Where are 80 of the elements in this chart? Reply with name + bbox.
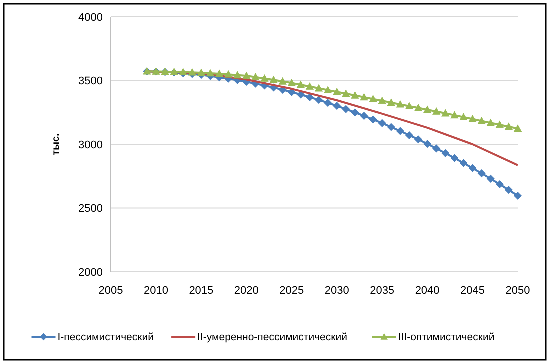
x-tick-label: 2040 <box>415 285 440 297</box>
point <box>378 119 386 128</box>
point <box>450 154 459 162</box>
point <box>333 102 342 110</box>
point <box>360 94 368 101</box>
point <box>297 81 305 88</box>
x-tick-label: 2030 <box>324 285 350 297</box>
point <box>306 94 314 102</box>
point <box>496 180 504 188</box>
y-tick-label: 2000 <box>78 266 103 279</box>
legend-label: I-пессимистический <box>58 332 154 344</box>
point <box>460 113 468 121</box>
legend-label: III-оптимистический <box>398 332 495 344</box>
point <box>442 150 450 158</box>
point <box>514 192 522 200</box>
point <box>396 100 404 108</box>
point <box>414 104 422 112</box>
point <box>406 132 414 140</box>
point <box>306 82 314 90</box>
point <box>505 123 513 130</box>
x-tick-label: 2005 <box>98 285 124 297</box>
point <box>414 136 422 144</box>
point <box>486 119 495 126</box>
point <box>450 112 459 119</box>
point <box>206 70 214 77</box>
point <box>315 84 323 92</box>
point <box>260 74 269 82</box>
x-tick-label: 2015 <box>189 285 214 297</box>
x-tick-label: 2025 <box>280 285 304 297</box>
point <box>387 98 396 106</box>
point <box>378 97 386 104</box>
point <box>351 92 360 99</box>
y-tick-label: 4000 <box>78 12 103 24</box>
point <box>369 95 378 102</box>
point <box>224 70 232 78</box>
point <box>432 144 440 153</box>
point <box>234 71 242 79</box>
point <box>442 110 450 117</box>
x-tick-label: 2020 <box>234 285 259 297</box>
point <box>432 108 440 115</box>
legend-label: II-умеренно-пессимистический <box>198 332 348 344</box>
point <box>460 159 468 168</box>
point <box>514 124 522 132</box>
point <box>216 70 224 78</box>
y-axis-title: тыс. <box>51 133 62 156</box>
point <box>278 78 287 85</box>
point <box>188 68 196 76</box>
point <box>342 105 350 114</box>
x-tick-label: 2050 <box>506 285 530 297</box>
point <box>496 121 504 128</box>
point <box>396 127 404 136</box>
point <box>486 175 495 183</box>
point <box>270 76 278 84</box>
x-tick-label: 2045 <box>460 285 486 297</box>
point <box>478 117 486 124</box>
point <box>369 116 378 124</box>
point <box>252 73 260 80</box>
point <box>360 112 368 120</box>
point <box>505 186 513 194</box>
point <box>406 102 414 110</box>
point <box>468 115 477 122</box>
point <box>315 96 323 104</box>
point <box>198 69 206 76</box>
point <box>324 86 332 94</box>
point <box>351 108 360 117</box>
y-tick-label: 3000 <box>78 139 103 152</box>
point <box>387 123 396 132</box>
point <box>478 170 486 178</box>
point <box>242 72 251 80</box>
point <box>324 99 332 107</box>
point <box>468 164 477 172</box>
y-tick-label: 3500 <box>78 76 103 88</box>
y-tick-label: 2500 <box>78 203 103 216</box>
point <box>424 106 432 114</box>
point <box>288 79 296 86</box>
x-tick-label: 2035 <box>370 285 395 297</box>
point <box>342 90 350 98</box>
point <box>333 88 342 96</box>
point <box>424 140 432 148</box>
x-tick-label: 2010 <box>144 285 168 297</box>
